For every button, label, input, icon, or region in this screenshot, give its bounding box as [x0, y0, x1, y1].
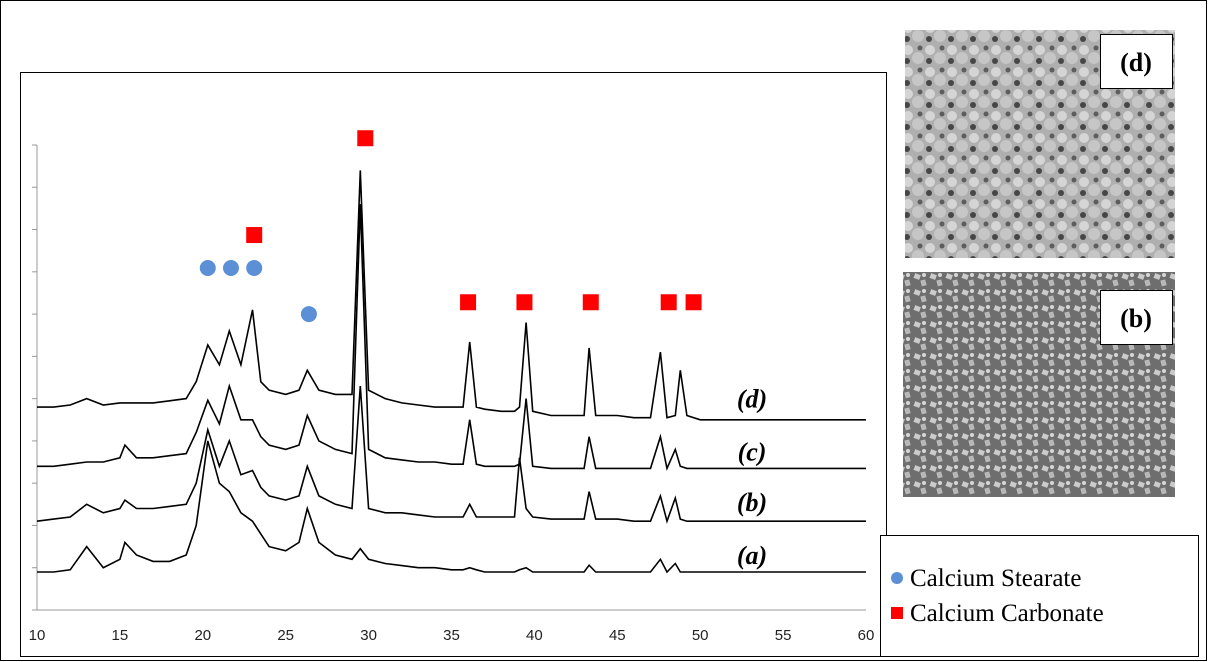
legend-box [880, 535, 1199, 657]
xrd-trace [37, 440, 866, 574]
x-tick-label: 10 [29, 627, 46, 644]
peak-marker [246, 227, 263, 244]
xrd-trace [36, 385, 866, 524]
x-tick-label: 35 [443, 627, 460, 644]
peak-marker [460, 294, 477, 311]
xrd-trace [37, 170, 866, 421]
x-tick-label: 60 [858, 627, 875, 644]
legend-symbol [891, 607, 903, 619]
legend-label: Calcium Carbonate [910, 600, 1104, 627]
peak-marker [660, 294, 677, 311]
image-label: (d) [1120, 48, 1152, 77]
x-tick-label: 45 [609, 627, 626, 644]
peak-marker [685, 294, 702, 311]
x-tick-label: 25 [277, 627, 294, 644]
chart-frame [20, 72, 887, 657]
x-tick-label: 30 [360, 627, 377, 644]
x-tick-label: 20 [194, 627, 211, 644]
trace-label: (c) [738, 437, 767, 466]
peak-marker [516, 294, 533, 311]
peak-marker [222, 260, 239, 277]
x-tick-label: 40 [526, 627, 543, 644]
legend-symbol [891, 572, 903, 584]
trace-label: (b) [737, 488, 767, 517]
peak-marker [246, 260, 263, 277]
x-tick-label: 15 [112, 627, 129, 644]
x-tick-label: 55 [775, 627, 792, 644]
xrd-trace [37, 204, 866, 472]
peak-marker [199, 260, 216, 277]
peak-marker [300, 306, 317, 323]
peak-marker [357, 130, 374, 147]
peak-marker [582, 294, 599, 311]
trace-label: (d) [737, 385, 767, 414]
image-label: (b) [1120, 304, 1152, 333]
image-label-box [1100, 34, 1173, 89]
image-label-box [1100, 290, 1173, 345]
trace-label: (a) [737, 541, 767, 570]
x-tick-label: 50 [692, 627, 709, 644]
legend-label: Calcium Stearate [910, 565, 1081, 592]
